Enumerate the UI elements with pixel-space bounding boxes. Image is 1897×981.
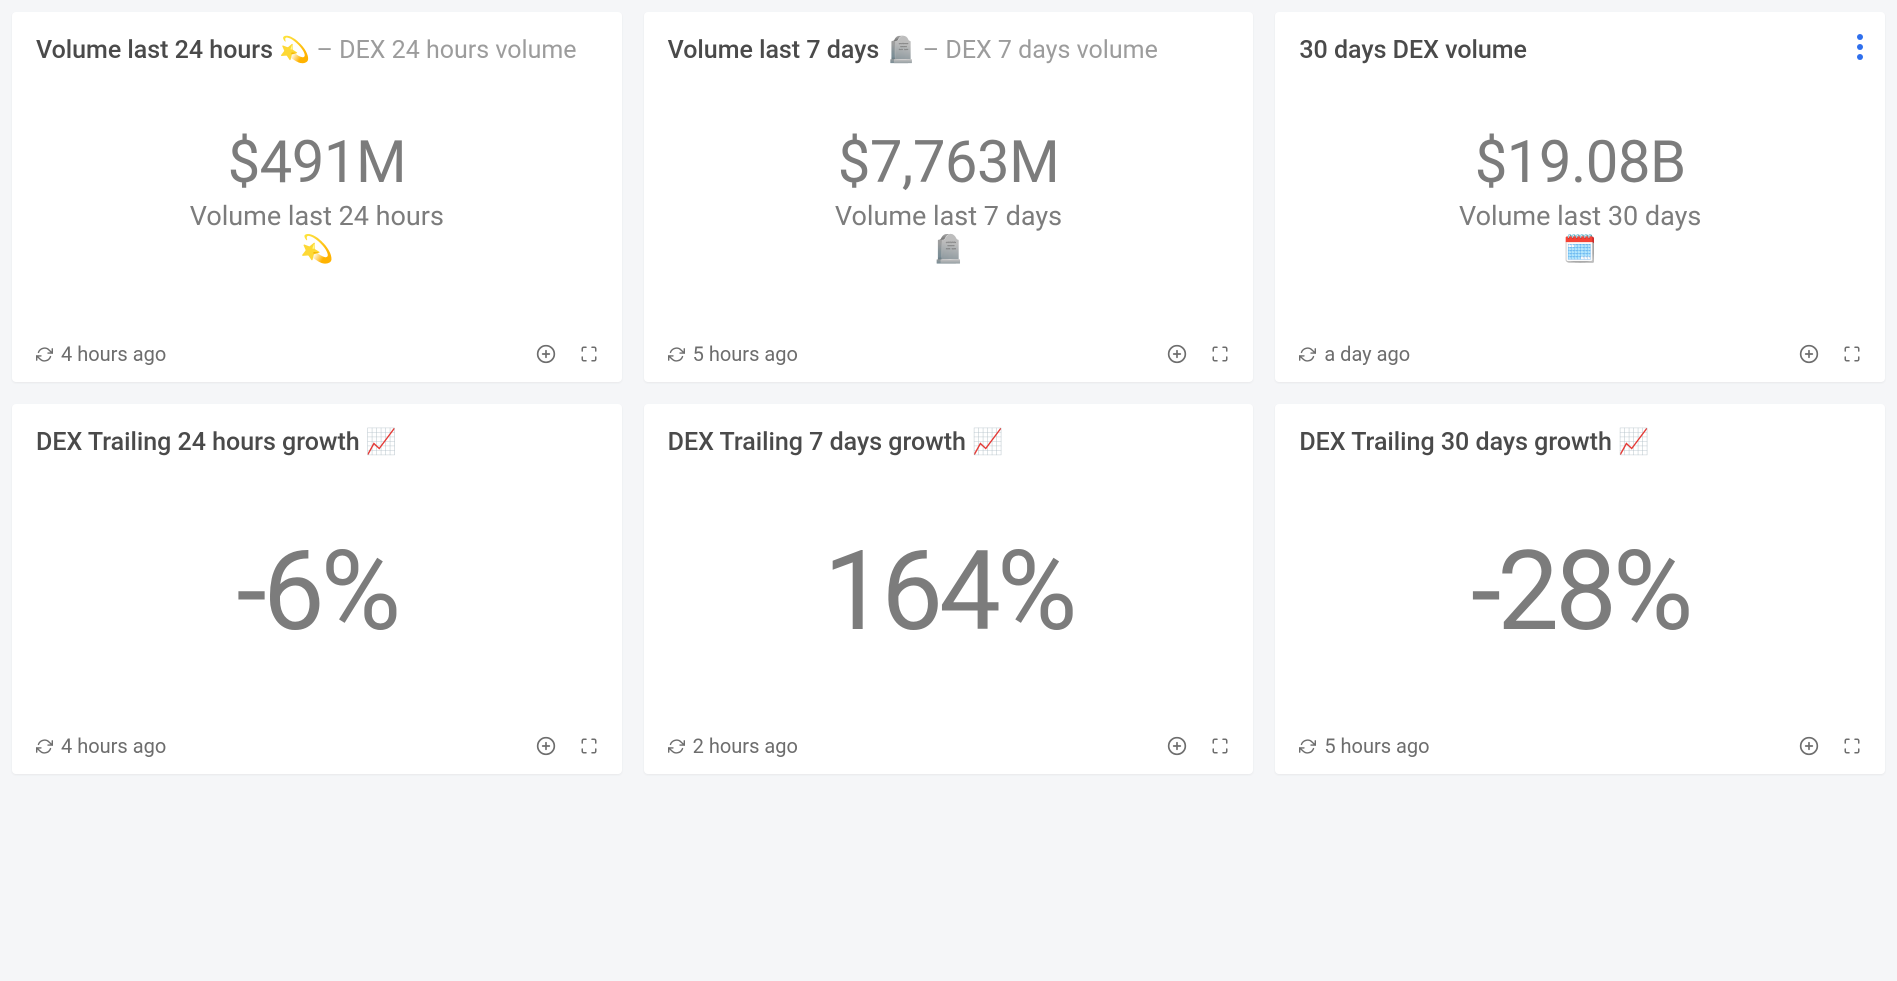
card-footer: 5 hours ago xyxy=(1299,734,1861,758)
card-title-sub: DEX 24 hours volume xyxy=(339,36,576,65)
card-title-sep: – xyxy=(923,36,946,65)
metric-card: Volume last 24 hours 💫 – DEX 24 hours vo… xyxy=(12,12,622,382)
card-footer: a day ago xyxy=(1299,342,1861,366)
add-icon[interactable] xyxy=(1799,736,1819,756)
metric-value: -6% xyxy=(236,534,397,650)
expand-icon[interactable] xyxy=(1843,737,1861,755)
card-actions xyxy=(1799,736,1861,756)
metric-value: 164% xyxy=(823,534,1073,650)
expand-icon[interactable] xyxy=(580,345,598,363)
expand-icon[interactable] xyxy=(1843,345,1861,363)
card-title-main: Volume last 24 hours 💫 xyxy=(36,36,317,65)
card-footer: 4 hours ago xyxy=(36,342,598,366)
expand-icon[interactable] xyxy=(1211,345,1229,363)
card-body: $491M Volume last 24 hours 💫 xyxy=(36,68,598,332)
metric-label: Volume last 30 days 🗓️ xyxy=(1450,200,1710,268)
card-title-main: Volume last 7 days 🪦 xyxy=(668,36,923,65)
card-actions xyxy=(536,344,598,364)
metric-label: Volume last 7 days 🪦 xyxy=(818,200,1078,268)
card-footer: 5 hours ago xyxy=(668,342,1230,366)
metric-card: DEX Trailing 30 days growth 📈 -28% 5 hou… xyxy=(1275,404,1885,774)
refresh-icon xyxy=(36,346,53,363)
card-title-main: DEX Trailing 7 days growth 📈 xyxy=(668,428,1004,457)
updated-time: 4 hours ago xyxy=(36,342,166,366)
updated-time: a day ago xyxy=(1299,342,1410,366)
card-actions xyxy=(1167,344,1229,364)
card-title-main: DEX Trailing 30 days growth 📈 xyxy=(1299,428,1649,457)
updated-time: 5 hours ago xyxy=(668,342,798,366)
updated-time: 2 hours ago xyxy=(668,734,798,758)
refresh-icon xyxy=(1299,346,1316,363)
card-footer: 4 hours ago xyxy=(36,734,598,758)
add-icon[interactable] xyxy=(536,736,556,756)
metric-value: $19.08B xyxy=(1475,133,1686,194)
card-title-main: DEX Trailing 24 hours growth 📈 xyxy=(36,428,397,457)
refresh-icon xyxy=(1299,738,1316,755)
expand-icon[interactable] xyxy=(1211,737,1229,755)
add-icon[interactable] xyxy=(1167,736,1187,756)
card-title: DEX Trailing 30 days growth 📈 xyxy=(1299,426,1861,460)
refresh-icon xyxy=(668,346,685,363)
add-icon[interactable] xyxy=(1167,344,1187,364)
card-title: 30 days DEX volume xyxy=(1299,34,1861,68)
updated-text: 2 hours ago xyxy=(693,734,798,758)
card-title: DEX Trailing 7 days growth 📈 xyxy=(668,426,1230,460)
card-actions xyxy=(536,736,598,756)
card-body: -28% xyxy=(1299,460,1861,724)
add-icon[interactable] xyxy=(536,344,556,364)
card-actions xyxy=(1167,736,1229,756)
updated-text: 5 hours ago xyxy=(693,342,798,366)
metric-value: $7,763M xyxy=(838,133,1060,194)
card-body: $19.08B Volume last 30 days 🗓️ xyxy=(1299,68,1861,332)
updated-text: a day ago xyxy=(1324,342,1410,366)
kebab-menu-icon[interactable] xyxy=(1853,30,1867,64)
metric-card: DEX Trailing 24 hours growth 📈 -6% 4 hou… xyxy=(12,404,622,774)
add-icon[interactable] xyxy=(1799,344,1819,364)
card-actions xyxy=(1799,344,1861,364)
updated-text: 4 hours ago xyxy=(61,734,166,758)
refresh-icon xyxy=(668,738,685,755)
metric-card: 30 days DEX volume $19.08B Volume last 3… xyxy=(1275,12,1885,382)
card-body: $7,763M Volume last 7 days 🪦 xyxy=(668,68,1230,332)
updated-time: 4 hours ago xyxy=(36,734,166,758)
metric-value: $491M xyxy=(228,133,407,194)
expand-icon[interactable] xyxy=(580,737,598,755)
refresh-icon xyxy=(36,738,53,755)
dashboard-grid: Volume last 24 hours 💫 – DEX 24 hours vo… xyxy=(0,0,1897,786)
card-body: 164% xyxy=(668,460,1230,724)
card-title: DEX Trailing 24 hours growth 📈 xyxy=(36,426,598,460)
card-title-main: 30 days DEX volume xyxy=(1299,36,1527,65)
metric-card: DEX Trailing 7 days growth 📈 164% 2 hour… xyxy=(644,404,1254,774)
card-title: Volume last 24 hours 💫 – DEX 24 hours vo… xyxy=(36,34,598,68)
card-title-sub: DEX 7 days volume xyxy=(945,36,1157,65)
metric-label: Volume last 24 hours 💫 xyxy=(187,200,447,268)
card-title: Volume last 7 days 🪦 – DEX 7 days volume xyxy=(668,34,1230,68)
card-body: -6% xyxy=(36,460,598,724)
metric-value: -28% xyxy=(1471,534,1690,650)
updated-text: 5 hours ago xyxy=(1324,734,1429,758)
updated-time: 5 hours ago xyxy=(1299,734,1429,758)
card-footer: 2 hours ago xyxy=(668,734,1230,758)
updated-text: 4 hours ago xyxy=(61,342,166,366)
metric-card: Volume last 7 days 🪦 – DEX 7 days volume… xyxy=(644,12,1254,382)
card-title-sep: – xyxy=(317,36,340,65)
